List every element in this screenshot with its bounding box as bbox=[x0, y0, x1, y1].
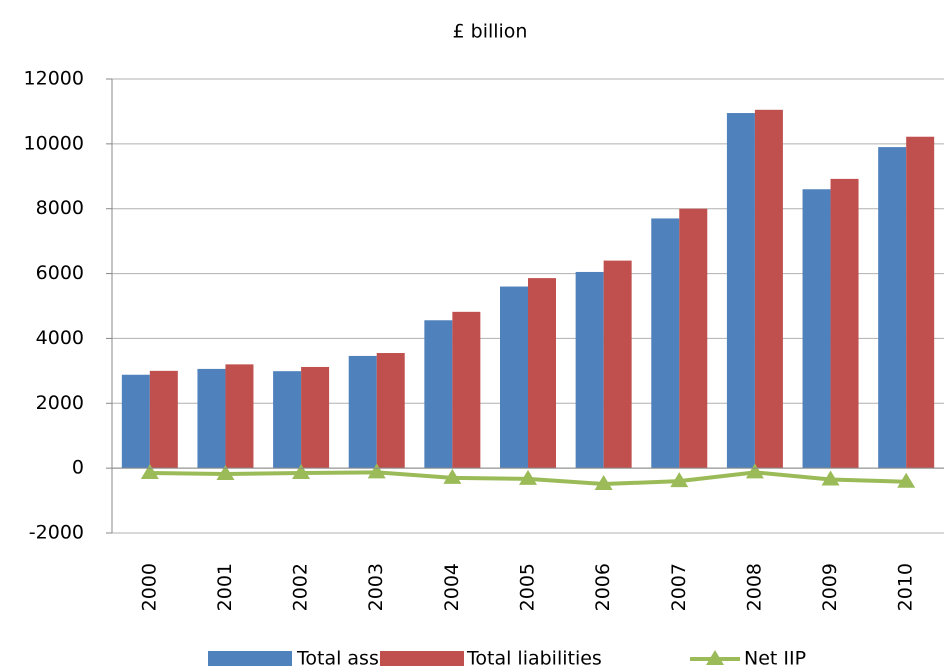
y-tick-label: 12000 bbox=[24, 68, 84, 90]
bar bbox=[225, 364, 254, 469]
x-tick-label: 2000 bbox=[138, 563, 160, 611]
line-marker bbox=[216, 464, 235, 480]
y-tick-label: 6000 bbox=[36, 262, 84, 284]
y-tick-label: 4000 bbox=[36, 327, 84, 349]
bar bbox=[679, 208, 708, 469]
bar bbox=[906, 136, 935, 469]
bar bbox=[121, 374, 150, 469]
bar bbox=[149, 370, 178, 469]
y-tick-label: 8000 bbox=[36, 197, 84, 219]
bar bbox=[348, 355, 377, 469]
x-tick-label: 2004 bbox=[441, 563, 463, 611]
y-tick-label: 10000 bbox=[24, 132, 84, 154]
x-tick-label: 2007 bbox=[668, 563, 690, 611]
x-tick-label: 2008 bbox=[743, 563, 765, 611]
bar bbox=[301, 366, 330, 469]
line-marker bbox=[443, 468, 462, 484]
line-marker bbox=[292, 464, 311, 480]
bar bbox=[878, 147, 907, 469]
bar bbox=[754, 109, 783, 469]
line-marker bbox=[367, 463, 386, 479]
bar bbox=[603, 260, 632, 469]
legend-label: Net IIP bbox=[744, 648, 806, 666]
y-tick-label: 0 bbox=[72, 457, 84, 479]
legend-swatch bbox=[380, 651, 464, 666]
line-marker bbox=[745, 463, 764, 479]
chart-title: £ billion bbox=[453, 21, 528, 43]
bar bbox=[830, 178, 859, 469]
bar bbox=[575, 271, 604, 469]
x-tick-label: 2001 bbox=[214, 563, 236, 611]
line-marker bbox=[519, 469, 537, 485]
line-marker bbox=[897, 472, 916, 488]
bar bbox=[528, 278, 556, 469]
bar bbox=[197, 368, 226, 469]
legend-label: Total liabilities bbox=[466, 648, 602, 666]
x-tick-label: 2003 bbox=[365, 563, 387, 611]
line-marker bbox=[821, 470, 840, 486]
x-tick-label: 2009 bbox=[819, 563, 841, 611]
line-marker bbox=[670, 472, 689, 488]
line-marker bbox=[594, 475, 613, 491]
legend-swatch bbox=[706, 650, 724, 665]
x-tick-label: 2010 bbox=[895, 563, 917, 611]
x-tick-label: 2006 bbox=[592, 563, 614, 611]
bar bbox=[273, 371, 302, 469]
x-tick-label: 2002 bbox=[290, 563, 312, 611]
bar bbox=[802, 189, 831, 469]
legend-label: Total assets bbox=[296, 648, 408, 666]
bar bbox=[726, 113, 755, 469]
y-tick-label: 2000 bbox=[36, 392, 84, 414]
bar bbox=[452, 311, 481, 469]
bar bbox=[376, 353, 405, 469]
x-tick-label: 2005 bbox=[517, 563, 539, 611]
bar bbox=[651, 218, 680, 469]
bar bbox=[424, 320, 453, 469]
y-tick-label: -2000 bbox=[29, 522, 84, 544]
line-marker bbox=[140, 464, 159, 480]
legend-swatch bbox=[208, 651, 292, 666]
bar bbox=[500, 286, 528, 469]
